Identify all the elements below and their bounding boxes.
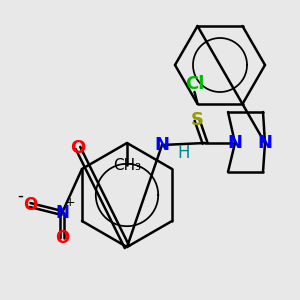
Text: O: O	[55, 229, 69, 247]
Text: N: N	[227, 134, 242, 152]
Text: N: N	[154, 136, 169, 154]
Text: -: -	[17, 187, 23, 205]
Text: CH₃: CH₃	[113, 158, 141, 172]
Text: H: H	[178, 144, 190, 162]
Text: O: O	[70, 139, 86, 157]
Text: Cl: Cl	[185, 75, 204, 93]
Text: +: +	[65, 196, 75, 209]
Text: N: N	[257, 134, 272, 152]
Text: O: O	[23, 196, 37, 214]
Text: S: S	[190, 111, 203, 129]
Text: N: N	[55, 204, 69, 222]
